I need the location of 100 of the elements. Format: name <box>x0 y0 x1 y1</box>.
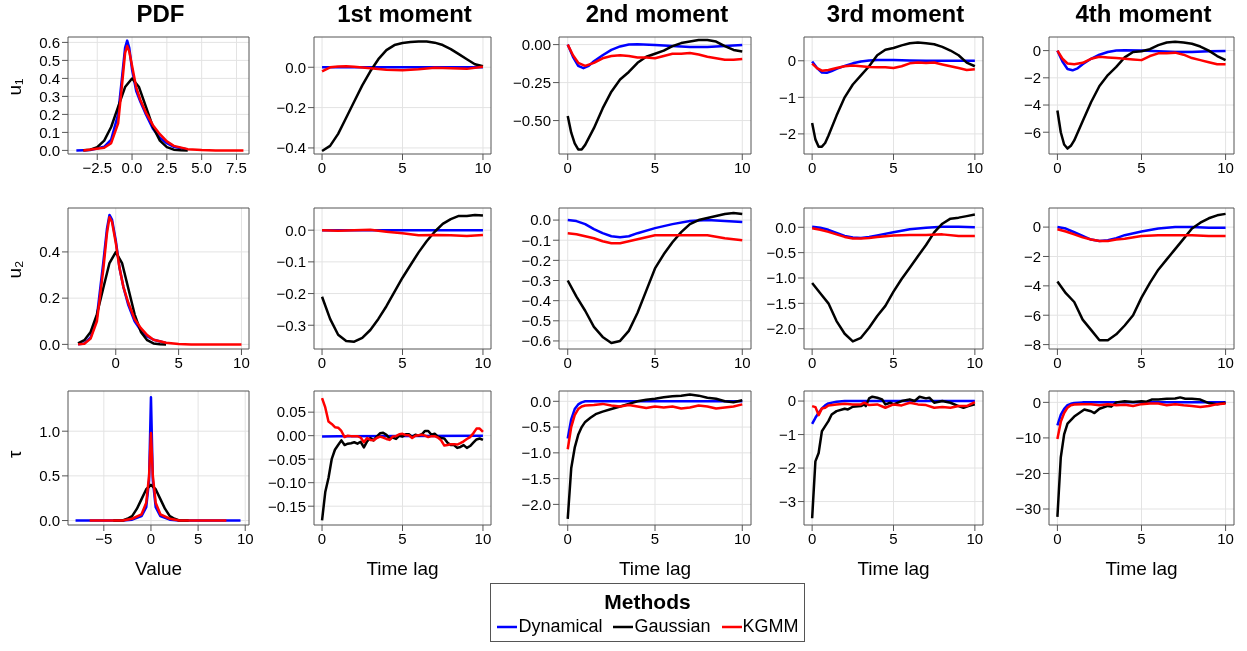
x-tick-label: 10 <box>233 353 250 371</box>
chart-title: 2nd moment <box>584 0 730 29</box>
x-tick-label: 0 <box>563 158 572 176</box>
y-tick-label: −2 <box>1023 69 1041 87</box>
y-tick-label: 0.00 <box>276 426 306 444</box>
y-tick-label: 0.0 <box>39 511 60 529</box>
y-tick-label: −3 <box>778 492 796 510</box>
y-tick-label: −1.0 <box>766 269 796 287</box>
y-tick-label: −1 <box>778 88 796 106</box>
y-tick-label: 0.05 <box>276 403 306 421</box>
y-tick-label: −2 <box>1023 247 1041 265</box>
x-tick-label: 0.0 <box>121 158 143 176</box>
y-tick-label: −6 <box>1023 306 1041 324</box>
legend-label: Dynamical <box>518 616 603 637</box>
y-tick-label: −0.6 <box>521 332 551 350</box>
chart-title: 3rd moment <box>825 0 966 29</box>
x-tick-label: 10 <box>1217 158 1234 176</box>
x-tick-label: 0 <box>807 529 817 547</box>
x-tick-label: 5.0 <box>191 158 213 176</box>
y-tick-label: −0.10 <box>268 474 306 492</box>
y-tick-label: −4 <box>1023 96 1041 114</box>
y-tick-label: −2 <box>778 125 796 143</box>
y-tick-label: −1.5 <box>521 469 551 487</box>
x-tick-label: 0 <box>807 158 817 176</box>
x-tick-label: −5 <box>95 529 113 547</box>
y-tick-label: −4 <box>1023 277 1041 295</box>
x-tick-label: 10 <box>474 158 492 176</box>
y-tick-label: 0.0 <box>285 58 306 76</box>
chart-title: PDF <box>135 0 186 29</box>
y-tick-label: 0.5 <box>39 467 60 485</box>
x-tick-label: 5 <box>1137 158 1146 176</box>
y-tick-label: −0.5 <box>766 243 796 261</box>
y-tick-label: 0.2 <box>39 289 60 307</box>
x-tick-label: 7.5 <box>226 158 247 176</box>
x-tick-label: 5 <box>889 353 898 371</box>
x-tick-label: 10 <box>966 158 984 176</box>
x-tick-label: 5 <box>1137 529 1146 547</box>
x-tick-label: 0 <box>317 158 327 176</box>
legend-title: Methods <box>603 590 692 614</box>
y-tick-label: 0.0 <box>39 141 60 159</box>
y-tick-label: −0.25 <box>513 73 551 91</box>
x-tick-label: 5 <box>889 158 898 176</box>
x-tick-label: 10 <box>236 529 254 547</box>
x-axis-title: Time lag <box>1105 558 1178 579</box>
chart-title: 4th moment <box>1074 0 1213 29</box>
y-axis-title: u₁ <box>3 78 25 96</box>
x-tick-label: 5 <box>650 353 660 371</box>
x-tick-label: 5 <box>398 353 407 371</box>
y-tick-label: −1 <box>778 425 796 443</box>
y-tick-label: −30 <box>1015 500 1041 518</box>
x-axis-title: Value <box>134 558 183 579</box>
y-tick-label: 0.2 <box>39 105 60 123</box>
x-tick-label: 5 <box>1137 353 1146 371</box>
x-tick-label: 5 <box>650 529 660 547</box>
y-tick-label: −20 <box>1015 464 1041 482</box>
y-tick-label: −6 <box>1023 123 1041 141</box>
x-tick-label: 10 <box>733 353 751 371</box>
x-tick-label: −2.5 <box>82 158 113 176</box>
y-tick-label: 0.4 <box>39 69 60 87</box>
x-tick-label: 0 <box>317 529 327 547</box>
x-tick-label: 10 <box>733 529 751 547</box>
y-tick-label: 0 <box>787 52 796 70</box>
y-tick-label: −0.3 <box>276 316 306 334</box>
x-tick-label: 5 <box>174 353 183 371</box>
x-tick-label: 0 <box>563 529 572 547</box>
x-axis-title: Time lag <box>366 558 439 579</box>
y-tick-label: 0.1 <box>39 123 60 141</box>
y-tick-label: 0.0 <box>775 218 796 236</box>
y-tick-label: −2.0 <box>521 495 551 513</box>
x-tick-label: 0 <box>807 353 817 371</box>
y-tick-label: −1.5 <box>766 294 796 312</box>
x-tick-label: 0 <box>1053 158 1062 176</box>
x-tick-label: 0 <box>146 529 156 547</box>
y-tick-label: −0.5 <box>521 418 551 436</box>
x-tick-label: 0 <box>317 353 327 371</box>
x-tick-label: 5 <box>398 158 407 176</box>
y-tick-label: −0.2 <box>276 284 306 302</box>
y-tick-label: 0.4 <box>39 243 60 261</box>
y-tick-label: 0 <box>1032 41 1041 59</box>
y-tick-label: −8 <box>1023 335 1041 353</box>
y-tick-label: −0.05 <box>268 450 306 468</box>
x-axis-title: Time lag <box>857 558 930 579</box>
x-tick-label: 0 <box>1053 529 1062 547</box>
x-axis-title: Time lag <box>618 558 692 579</box>
legend-label: Gaussian <box>634 616 711 637</box>
y-tick-label: −0.5 <box>521 312 551 330</box>
x-tick-label: 10 <box>966 353 984 371</box>
x-tick-label: 10 <box>1217 353 1234 371</box>
y-tick-label: −0.4 <box>521 291 551 309</box>
y-axis-title: u₂ <box>3 260 25 279</box>
y-axis-title: τ <box>3 450 25 458</box>
legend-label: KGMM <box>742 616 799 637</box>
x-tick-label: 0 <box>1053 353 1062 371</box>
x-tick-label: 10 <box>474 529 492 547</box>
x-tick-label: 10 <box>966 529 984 547</box>
x-tick-label: 10 <box>474 353 492 371</box>
chart-title: 1st moment <box>336 0 473 29</box>
y-tick-label: 0.0 <box>530 211 551 229</box>
x-tick-label: 5 <box>650 158 660 176</box>
y-tick-label: −0.1 <box>521 231 551 249</box>
